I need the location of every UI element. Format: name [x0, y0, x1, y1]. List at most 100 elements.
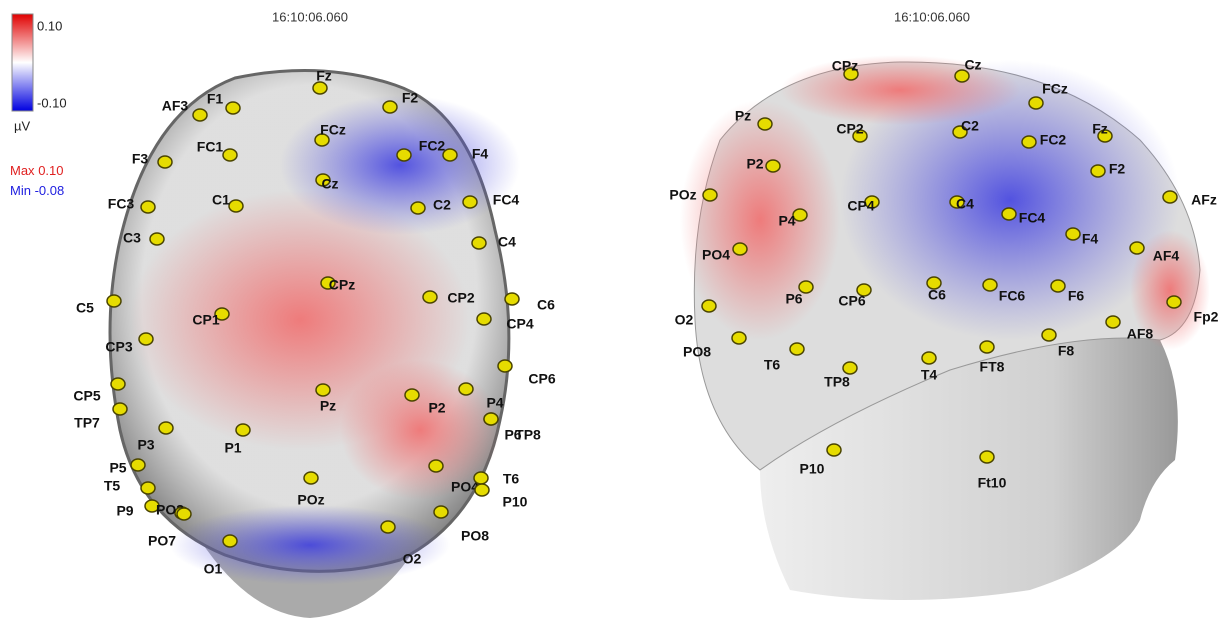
electrode: [228, 199, 244, 213]
electrode-label: FCz: [1042, 81, 1068, 97]
electrode-label: C1: [212, 192, 230, 208]
electrode-label: Pz: [320, 398, 336, 414]
electrode: [428, 459, 444, 473]
electrode-label: P2: [746, 156, 763, 172]
electrode-label: P2: [428, 400, 445, 416]
electrode-label: F4: [1082, 231, 1099, 247]
electrode: [303, 471, 319, 485]
electrode-label: POz: [297, 492, 324, 508]
electrode-label: CPz: [329, 277, 355, 293]
electrode: [476, 312, 492, 326]
electrode-label: F4: [472, 146, 489, 162]
electrode-label: CP4: [506, 316, 533, 332]
electrode-label: FT8: [980, 359, 1005, 375]
electrode-label: P10: [800, 461, 825, 477]
electrode: [842, 361, 858, 375]
electrode: [112, 402, 128, 416]
electrode-label: FC3: [108, 196, 135, 212]
electrode: [701, 299, 717, 313]
electrode-label: CP2: [447, 290, 474, 306]
electrode-label: CP1: [192, 312, 219, 328]
electrode: [1021, 135, 1037, 149]
electrode: [852, 129, 868, 143]
electrode-label: T5: [104, 478, 121, 494]
electrode-label: AF3: [162, 98, 189, 114]
electrode-label: TP8: [824, 374, 850, 390]
electrode-label: CP6: [838, 293, 865, 309]
electrode: [462, 195, 478, 209]
electrode: [1041, 328, 1057, 342]
electrode-label: P4: [778, 213, 795, 229]
electrode: [497, 359, 513, 373]
electrode: [315, 383, 331, 397]
electrode-label: TP7: [74, 415, 100, 431]
electrode-label: CP3: [105, 339, 132, 355]
electrode-label: CP4: [847, 198, 874, 214]
timestamp: 16:10:06.060: [272, 9, 348, 24]
electrode: [404, 388, 420, 402]
electrode: [1050, 279, 1066, 293]
electrode-label: C4: [498, 234, 516, 250]
electrode: [312, 81, 328, 95]
electrode: [732, 242, 748, 256]
electrode-label: TP8: [515, 427, 541, 443]
electrode-label: C2: [433, 197, 451, 213]
colorbar-max: 0.10: [37, 18, 62, 33]
electrode-label: P6: [785, 291, 802, 307]
electrode: [473, 471, 489, 485]
electrode-label: F2: [402, 90, 419, 106]
electrode-label: PO8: [461, 528, 489, 544]
electrode-label: FCz: [320, 122, 346, 138]
electrode: [1129, 241, 1145, 255]
electrode-label: P9: [116, 503, 133, 519]
electrode: [410, 201, 426, 215]
electrode: [982, 278, 998, 292]
electrode: [214, 307, 230, 321]
electrode-label: Fp2: [1194, 309, 1219, 325]
max-label: Max 0.10: [10, 163, 64, 178]
electrode: [826, 443, 842, 457]
electrode: [798, 280, 814, 294]
electrode: [380, 520, 396, 534]
electrode: [138, 332, 154, 346]
electrode-label: PO8: [683, 344, 711, 360]
electrode: [130, 458, 146, 472]
electrode: [1105, 315, 1121, 329]
electrode: [856, 283, 872, 297]
electrode-label: P6: [504, 427, 521, 443]
electrode: [149, 232, 165, 246]
electrode: [864, 195, 880, 209]
electrode: [979, 450, 995, 464]
electrode-label: FC2: [1040, 132, 1067, 148]
electrode: [1028, 96, 1044, 110]
electrode: [1166, 295, 1182, 309]
electrode-label: P3: [137, 437, 154, 453]
colorbar-unit: µV: [14, 118, 30, 133]
min-value: -0.08: [35, 183, 65, 198]
electrode: [396, 148, 412, 162]
electrode-label: P5: [109, 460, 126, 476]
electrode-label: F6: [1068, 288, 1085, 304]
electrode: [458, 382, 474, 396]
electrode: [192, 108, 208, 122]
electrode: [144, 499, 160, 513]
electrode: [110, 377, 126, 391]
negative-area: [280, 95, 520, 235]
electrode: [315, 173, 331, 187]
electrode: [140, 200, 156, 214]
electrode: [222, 534, 238, 548]
positive-area: [780, 55, 1020, 125]
electrode: [106, 294, 122, 308]
electrode: [422, 290, 438, 304]
electrode: [504, 292, 520, 306]
electrode: [382, 100, 398, 114]
electrode: [954, 69, 970, 83]
electrode-label: Fz: [1092, 121, 1108, 137]
colorbar-min: -0.10: [37, 95, 67, 110]
electrode-label: F2: [1109, 161, 1126, 177]
electrode: [926, 276, 942, 290]
electrode: [235, 423, 251, 437]
electrode: [792, 208, 808, 222]
electrode: [1065, 227, 1081, 241]
